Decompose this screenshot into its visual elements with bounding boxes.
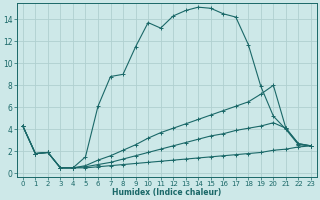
X-axis label: Humidex (Indice chaleur): Humidex (Indice chaleur) [112, 188, 221, 197]
